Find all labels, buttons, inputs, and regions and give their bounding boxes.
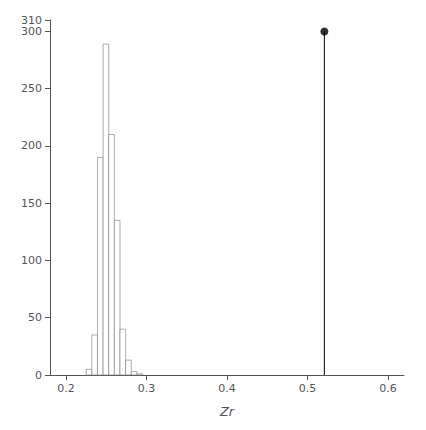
svg-text:250: 250 xyxy=(21,82,42,95)
svg-text:150: 150 xyxy=(21,197,42,210)
svg-text:100: 100 xyxy=(21,254,42,267)
svg-text:0.2: 0.2 xyxy=(57,382,75,395)
svg-text:0.4: 0.4 xyxy=(218,382,236,395)
svg-text:0: 0 xyxy=(35,369,42,382)
svg-text:0.3: 0.3 xyxy=(138,382,156,395)
svg-text:0.5: 0.5 xyxy=(299,382,317,395)
svg-text:Zr: Zr xyxy=(219,404,236,419)
svg-text:200: 200 xyxy=(21,139,42,152)
svg-text:300: 300 xyxy=(21,25,42,38)
svg-text:50: 50 xyxy=(28,311,42,324)
svg-text:0.6: 0.6 xyxy=(379,382,397,395)
svg-text:310: 310 xyxy=(21,14,42,27)
